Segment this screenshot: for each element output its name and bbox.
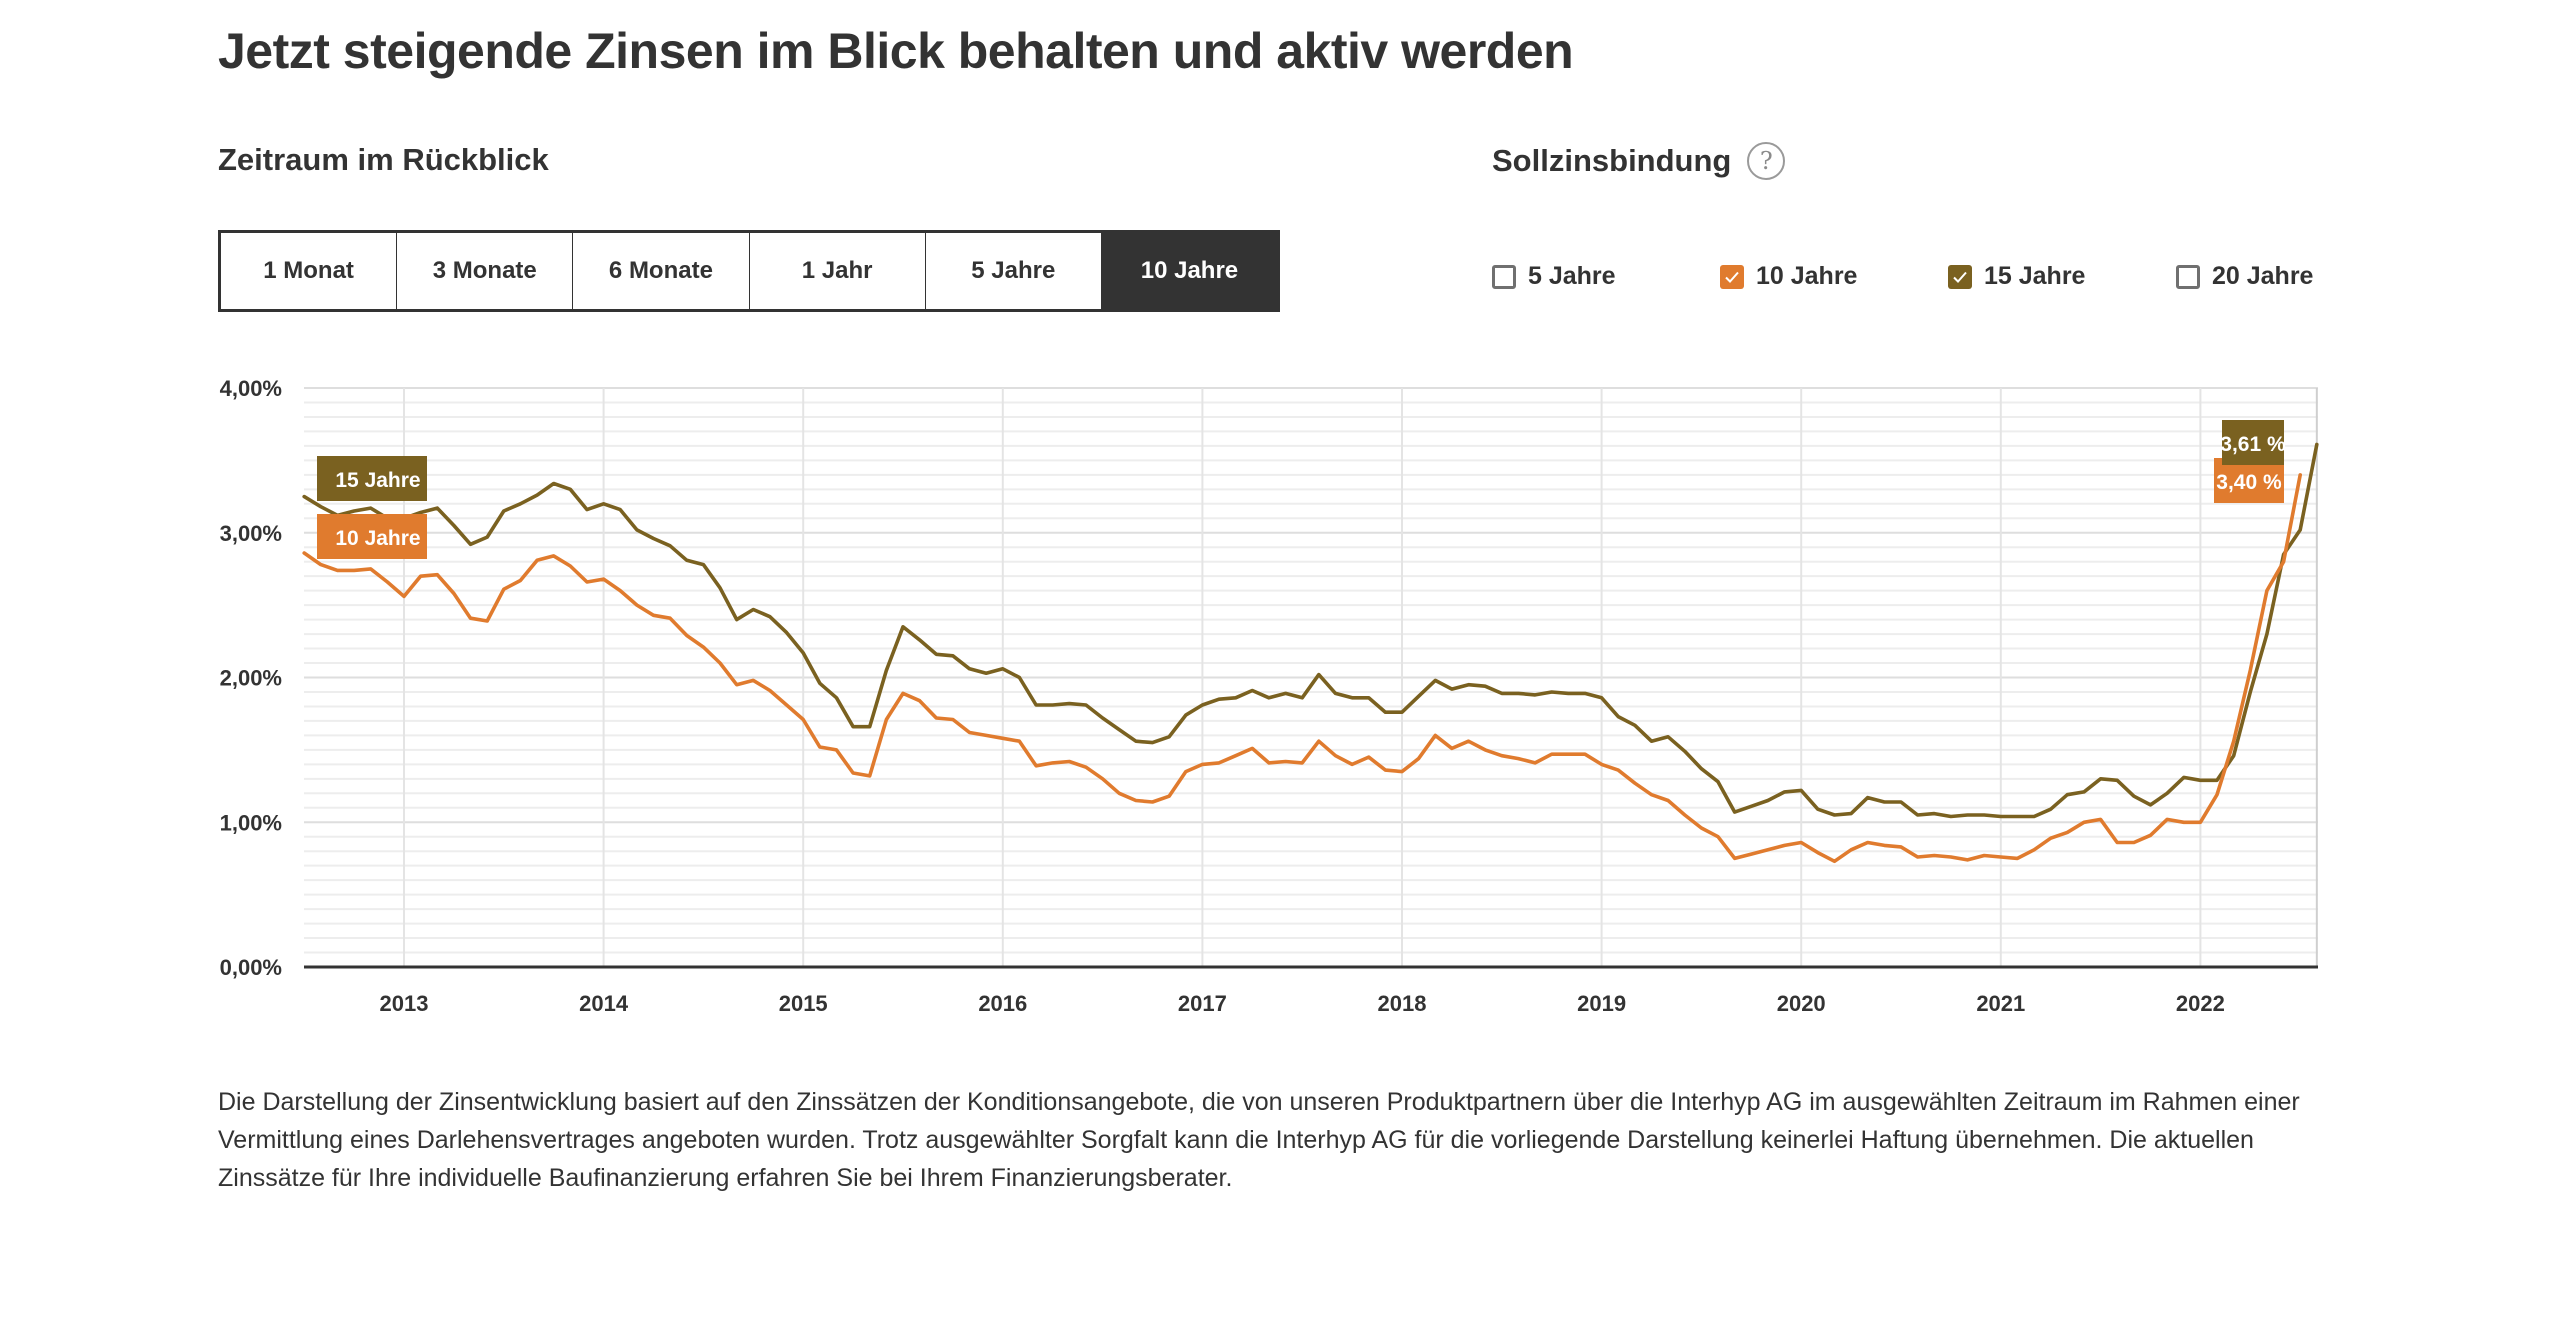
- tab-label: 6 Monate: [608, 257, 713, 284]
- term-checkboxes: 5 Jahre 10 Jahre 15 Jahre 20 Jahre: [1492, 262, 2392, 302]
- tab-label: 3 Monate: [432, 257, 537, 284]
- x-tick-label: 2022: [2176, 991, 2225, 1016]
- tab-label: 10 Jahre: [1140, 257, 1239, 284]
- checkbox-box[interactable]: [1720, 264, 1744, 289]
- y-tick-label: 2,00%: [220, 666, 282, 691]
- tab-label: 1 Monat: [263, 257, 354, 284]
- checkbox-label: 20 Jahre: [2212, 262, 2314, 290]
- checkmark-icon: [1953, 271, 1967, 283]
- y-tick-label: 4,00%: [220, 376, 282, 401]
- y-tick-label: 1,00%: [220, 810, 282, 835]
- series-label-bg: [317, 514, 427, 559]
- y-tick-label: 3,00%: [220, 521, 282, 546]
- checkbox-box[interactable]: [1492, 264, 1516, 289]
- x-tick-label: 2013: [380, 991, 429, 1016]
- series-line-10-jahre: [302, 473, 2302, 864]
- x-tick-label: 2017: [1178, 991, 1227, 1016]
- tab-10-jahre[interactable]: 10 Jahre: [1101, 233, 1278, 309]
- tab-3-monate[interactable]: 3 Monate: [397, 233, 574, 309]
- checkbox-box[interactable]: [1948, 264, 1972, 289]
- checkmark-icon: [1725, 271, 1739, 283]
- series-label-bg: [317, 456, 427, 501]
- tab-label: 5 Jahre: [971, 257, 1056, 284]
- checkbox-box[interactable]: [2176, 264, 2200, 289]
- x-tick-label: 2016: [978, 991, 1027, 1016]
- series-line-15-jahre: [302, 442, 2319, 819]
- checkbox-5-jahre[interactable]: 5 Jahre: [1492, 262, 1616, 291]
- end-value-label: 3,40 %: [2216, 471, 2282, 494]
- checkbox-20-jahre[interactable]: 20 Jahre: [2176, 262, 2313, 291]
- x-tick-label: 2019: [1577, 991, 1626, 1016]
- disclaimer-text: Die Darstellung der Zinsentwicklung basi…: [218, 1088, 2300, 1192]
- checkbox-10-jahre[interactable]: 10 Jahre: [1720, 262, 1857, 291]
- range-tabs: 1 Monat 3 Monate 6 Monate 1 Jahr 5 Jahre…: [218, 230, 1280, 312]
- tab-6-monate[interactable]: 6 Monate: [573, 233, 750, 309]
- tab-1-jahr[interactable]: 1 Jahr: [749, 233, 926, 309]
- checkbox-label: 15 Jahre: [1984, 262, 2086, 290]
- page-title: Jetzt steigende Zinsen im Blick behalten…: [218, 23, 1574, 79]
- checkbox-15-jahre[interactable]: 15 Jahre: [1948, 262, 2085, 291]
- tab-5-jahre[interactable]: 5 Jahre: [925, 233, 1102, 309]
- end-value-label: 3,61 %: [2220, 433, 2286, 456]
- end-value-label-bg: [2214, 458, 2284, 503]
- checkbox-label: 10 Jahre: [1756, 262, 1858, 290]
- x-tick-label: 2021: [1976, 991, 2025, 1016]
- range-label: Zeitraum im Rückblick: [218, 142, 549, 177]
- term-label: Sollzinsbindung: [1492, 143, 1732, 178]
- y-tick-label: 0,00%: [220, 955, 282, 980]
- x-tick-label: 2014: [579, 991, 629, 1016]
- question-circle-icon[interactable]: ?: [1747, 142, 1786, 180]
- x-tick-label: 2020: [1777, 991, 1826, 1016]
- end-value-label-bg: [2222, 420, 2284, 465]
- line-chart[interactable]: 0,00% 1,00% 2,00% 3,00% 4,00% 2013 2014 2015 201…: [0, 360, 2560, 1020]
- x-tick-label: 2018: [1378, 991, 1427, 1016]
- series-label: 10 Jahre: [335, 527, 420, 550]
- interest-chart[interactable]: 0,00% 1,00% 2,00% 3,00% 4,00% 2013 2014 2015 201…: [0, 360, 2560, 1020]
- x-tick-label: 2015: [779, 991, 828, 1016]
- series-label: 15 Jahre: [335, 469, 420, 492]
- tab-label: 1 Jahr: [801, 257, 873, 284]
- term-label-group: Sollzinsbindung ?: [1492, 142, 1786, 180]
- checkbox-label: 5 Jahre: [1528, 262, 1616, 290]
- tab-1-monat[interactable]: 1 Monat: [221, 233, 398, 309]
